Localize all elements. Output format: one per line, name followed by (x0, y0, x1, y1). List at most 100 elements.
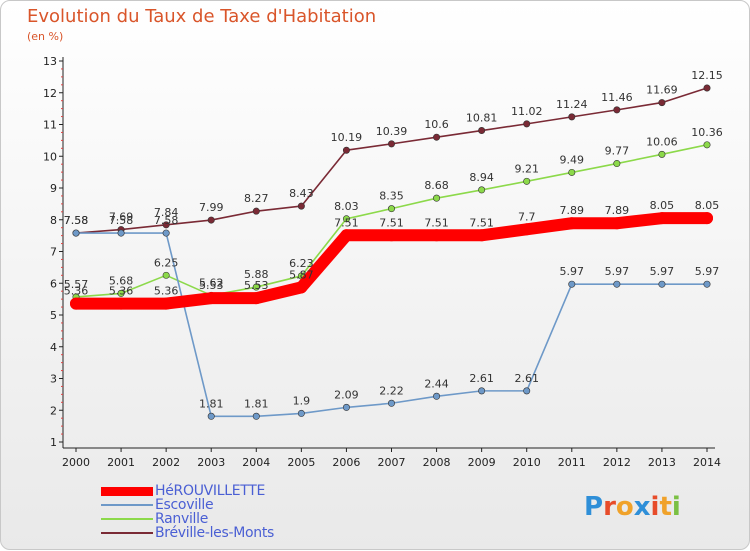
data-label-0: 8.05 (650, 199, 675, 212)
y-tick-label: 1 (50, 436, 57, 449)
data-label-1: 7.58 (109, 214, 134, 227)
y-tick-label: 13 (43, 55, 57, 68)
data-label-1: 2.61 (469, 372, 494, 385)
data-label-3: 7.58 (64, 214, 89, 227)
x-tick-label: 2002 (152, 456, 180, 469)
legend-label-escoville: Escoville (155, 497, 214, 513)
data-point-0 (430, 229, 443, 242)
data-label-0: 5.36 (154, 285, 179, 298)
data-point-1 (613, 280, 621, 288)
data-label-3: 11.46 (601, 91, 633, 104)
data-label-0: 7.7 (518, 210, 536, 223)
data-point-2 (703, 141, 711, 149)
data-point-1 (72, 229, 80, 237)
data-label-1: 1.9 (293, 394, 311, 407)
x-tick-label: 2008 (423, 456, 451, 469)
data-label-2: 5.62 (199, 276, 224, 289)
proxiti-logo: Proxiti (584, 492, 681, 522)
data-point-1 (568, 280, 576, 288)
data-point-2 (568, 168, 576, 176)
data-label-1: 5.97 (695, 265, 720, 278)
data-point-3 (252, 207, 260, 215)
data-label-3: 10.81 (466, 112, 498, 125)
data-point-0 (340, 229, 353, 242)
data-label-3: 8.43 (289, 187, 314, 200)
data-label-1: 2.44 (424, 377, 449, 390)
data-label-2: 9.77 (605, 145, 630, 158)
legend: HéROUVILLETTE Escoville Ranville Brévill… (101, 483, 274, 541)
data-point-2 (387, 205, 395, 213)
y-tick-label: 8 (50, 214, 57, 227)
x-tick-label: 2014 (693, 456, 721, 469)
data-point-2 (523, 177, 531, 185)
y-tick-label: 3 (50, 373, 57, 386)
data-label-2: 5.57 (64, 278, 89, 291)
data-label-2: 10.06 (646, 135, 678, 148)
data-label-2: 5.88 (244, 268, 269, 281)
data-point-3 (523, 120, 531, 128)
data-point-0 (70, 297, 82, 310)
data-point-0 (295, 281, 308, 294)
data-point-3 (658, 99, 666, 107)
data-label-3: 8.27 (244, 192, 269, 205)
data-point-2 (252, 283, 260, 291)
data-label-0: 7.51 (379, 216, 404, 229)
data-point-1 (342, 403, 350, 411)
data-label-2: 8.35 (379, 190, 404, 203)
data-label-0: 5.36 (109, 285, 134, 298)
x-tick-label: 2011 (558, 456, 586, 469)
data-point-3 (297, 202, 305, 210)
data-point-3 (613, 106, 621, 114)
data-point-0 (250, 292, 263, 305)
data-label-0: 8.05 (695, 199, 720, 212)
data-point-0 (205, 292, 218, 305)
data-point-2 (342, 215, 350, 223)
data-point-2 (478, 186, 486, 194)
data-point-3 (207, 216, 215, 224)
data-point-1 (207, 412, 215, 420)
data-point-0 (520, 223, 533, 236)
data-point-0 (385, 229, 398, 242)
data-label-1: 5.97 (560, 265, 585, 278)
data-label-0: 5.53 (199, 279, 224, 292)
data-point-1 (478, 387, 486, 395)
data-label-2: 6.25 (154, 256, 179, 269)
y-tick-label: 4 (50, 341, 57, 354)
data-point-0 (701, 212, 713, 225)
x-tick-label: 2009 (468, 456, 496, 469)
data-point-3 (433, 133, 441, 141)
data-label-0: 5.87 (289, 268, 314, 281)
data-point-0 (475, 229, 488, 242)
data-label-3: 10.39 (376, 125, 408, 138)
legend-label-herouvillette: HéROUVILLETTE (155, 483, 266, 499)
data-label-1: 1.81 (244, 397, 269, 410)
data-point-3 (703, 84, 711, 92)
data-label-2: 6.23 (289, 257, 314, 270)
legend-swatch-breville (101, 532, 153, 534)
y-tick-label: 7 (50, 246, 57, 259)
data-label-3: 11.24 (556, 98, 588, 111)
data-label-3: 11.02 (511, 105, 543, 118)
legend-swatch-ranville (101, 518, 153, 520)
data-label-0: 5.36 (64, 285, 89, 298)
legend-swatch-escoville (101, 504, 153, 506)
y-tick-label: 5 (50, 309, 57, 322)
legend-item-ranville: Ranville (101, 511, 274, 527)
x-tick-label: 2001 (107, 456, 135, 469)
data-point-2 (162, 271, 170, 279)
y-tick-label: 9 (50, 182, 57, 195)
data-label-1: 5.97 (605, 265, 630, 278)
data-label-0: 7.89 (605, 204, 630, 217)
data-point-0 (565, 217, 578, 230)
y-tick-label: 11 (43, 119, 57, 132)
data-label-0: 7.51 (334, 216, 359, 229)
data-point-1 (387, 399, 395, 407)
x-tick-label: 2000 (62, 456, 90, 469)
data-point-3 (342, 146, 350, 154)
data-label-1: 2.61 (514, 372, 539, 385)
x-tick-label: 2004 (242, 456, 270, 469)
y-tick-label: 10 (43, 150, 57, 163)
data-label-2: 8.68 (424, 179, 449, 192)
